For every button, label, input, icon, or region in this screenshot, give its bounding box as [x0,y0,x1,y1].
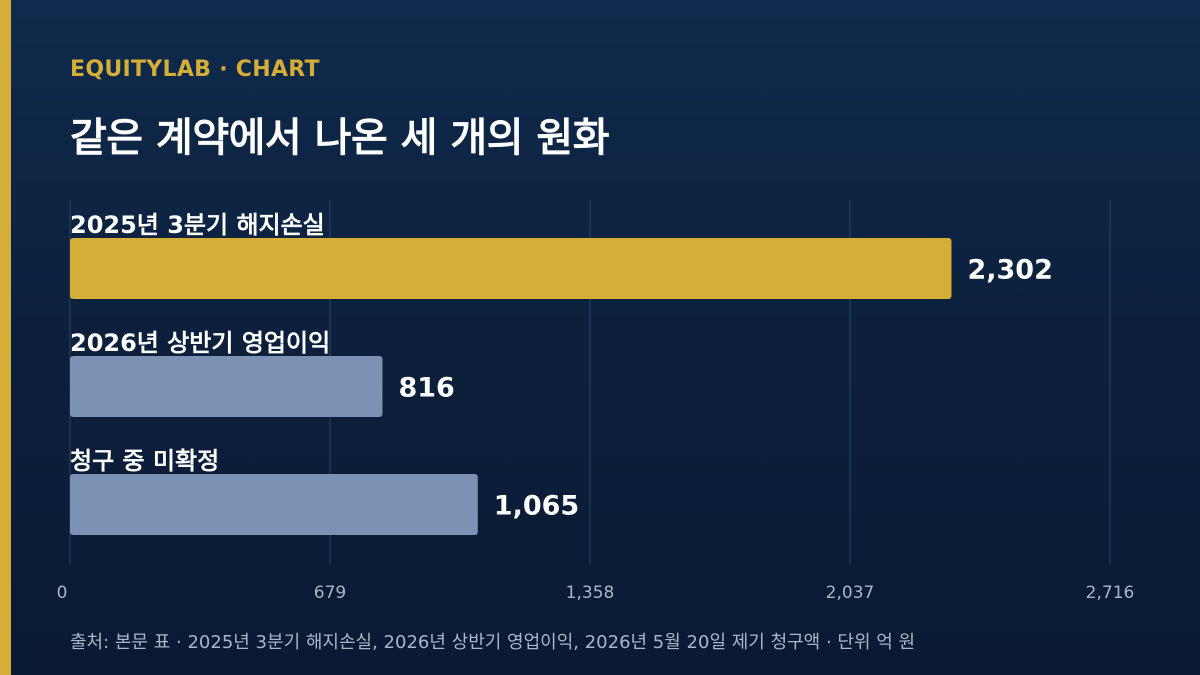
x-tick-label: 2,716 [1086,583,1135,603]
bar [70,356,383,417]
source-note: 출처: 본문 표 · 2025년 3분기 해지손실, 2026년 상반기 영업이… [70,632,916,653]
bar [70,474,478,535]
x-tick-label: 1,358 [566,583,615,603]
brand-label: EQUITYLAB · CHART [70,57,320,82]
chart-title: 같은 계약에서 나온 세 개의 원화 [70,115,610,161]
category-label: 2025년 3분기 해지손실 [70,211,325,239]
x-tick-label: 2,037 [826,583,875,603]
category-label: 청구 중 미확정 [70,447,219,475]
data-label: 816 [398,373,454,404]
data-label: 1,065 [494,491,579,522]
bar [70,238,952,299]
x-tick-label: 0 [57,583,68,603]
category-label: 2026년 상반기 영업이익 [70,329,330,357]
x-tick-label: 679 [314,583,346,603]
accent-bar [0,0,11,675]
data-label: 2,302 [967,255,1052,286]
